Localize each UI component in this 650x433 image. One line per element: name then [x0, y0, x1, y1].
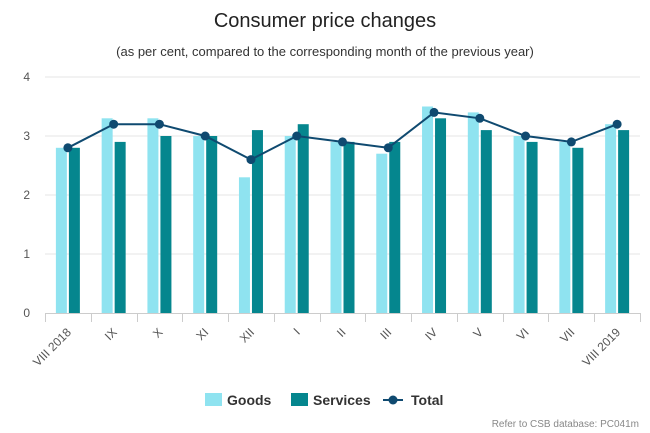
y-tick-label: 4 [23, 70, 30, 84]
x-tick-label: IX [102, 325, 120, 343]
x-tick-label: V [470, 325, 486, 341]
total-point[interactable] [612, 119, 622, 129]
legend-swatch-services [291, 393, 308, 406]
bars [55, 106, 630, 314]
x-tick-label: I [291, 325, 303, 337]
total-point[interactable] [109, 119, 119, 129]
chart-subtitle: (as per cent, compared to the correspond… [116, 44, 534, 59]
legend-item-goods[interactable]: Goods [205, 392, 272, 408]
bar-services[interactable] [251, 130, 263, 313]
bar-services[interactable] [160, 136, 172, 313]
total-point[interactable] [63, 143, 73, 153]
bar-services[interactable] [389, 141, 401, 313]
x-tick-label: XII [237, 325, 257, 345]
x-tick-label: VIII 2018 [30, 325, 74, 369]
total-point[interactable] [292, 131, 302, 141]
chart-title: Consumer price changes [214, 10, 436, 32]
bar-goods[interactable] [376, 153, 388, 313]
total-point[interactable] [566, 137, 576, 147]
x-tick-label: IV [422, 325, 440, 343]
legend-swatch-goods [205, 393, 222, 406]
legend-item-services[interactable]: Services [291, 392, 371, 408]
bar-services[interactable] [480, 130, 492, 313]
total-line [63, 107, 622, 165]
bar-services[interactable] [206, 136, 218, 313]
legend-label-total: Total [411, 392, 443, 408]
x-tick-labels: VIII 2018 IX X XI XII I II III IV V VI VII VIII 2019 [30, 325, 623, 369]
x-axis [45, 313, 641, 322]
total-point[interactable] [521, 131, 531, 141]
legend-label-goods: Goods [227, 392, 272, 408]
bar-goods[interactable] [559, 141, 571, 313]
total-point[interactable] [200, 131, 210, 141]
total-point[interactable] [475, 113, 485, 123]
grid [45, 76, 640, 255]
x-tick-label: VII [557, 325, 577, 345]
x-tick-label: II [334, 325, 349, 340]
x-tick-label: X [150, 325, 166, 341]
legend: Goods Services Total [205, 392, 443, 408]
total-point[interactable] [429, 107, 439, 117]
bar-goods[interactable] [467, 112, 479, 314]
total-point[interactable] [246, 155, 256, 165]
bar-services[interactable] [435, 118, 447, 313]
bar-goods[interactable] [422, 106, 434, 314]
y-tick-label: 0 [23, 306, 30, 320]
bar-goods[interactable] [55, 147, 67, 313]
x-tick-label: VIII 2019 [579, 325, 623, 369]
bar-goods[interactable] [193, 136, 205, 313]
bar-goods[interactable] [605, 124, 617, 313]
bar-goods[interactable] [284, 136, 296, 313]
bar-services[interactable] [297, 124, 309, 313]
bar-goods[interactable] [513, 136, 525, 313]
x-tick-label: III [377, 325, 394, 342]
legend-label-services: Services [313, 392, 371, 408]
y-tick-label: 1 [23, 247, 30, 261]
legend-item-total[interactable]: Total [383, 392, 443, 408]
bar-services[interactable] [343, 141, 355, 313]
bar-goods[interactable] [238, 177, 250, 313]
bar-services[interactable] [68, 147, 80, 313]
bar-services[interactable] [526, 141, 538, 313]
y-axis: 0 1 2 3 4 [23, 70, 30, 320]
x-tick-label: XI [193, 325, 211, 343]
x-tick-label: VI [514, 325, 532, 343]
total-point[interactable] [383, 143, 393, 153]
total-point[interactable] [154, 119, 164, 129]
y-tick-label: 3 [23, 129, 30, 143]
y-tick-label: 2 [23, 188, 30, 202]
credit-text[interactable]: Refer to CSB database: PC041m [492, 419, 639, 430]
bar-services[interactable] [114, 141, 126, 313]
bar-services[interactable] [618, 130, 630, 313]
total-point[interactable] [338, 137, 347, 147]
legend-marker-total [388, 395, 398, 405]
bar-goods[interactable] [330, 141, 342, 313]
bar-services[interactable] [572, 147, 584, 313]
bar-goods[interactable] [147, 118, 159, 313]
bar-goods[interactable] [101, 118, 113, 313]
